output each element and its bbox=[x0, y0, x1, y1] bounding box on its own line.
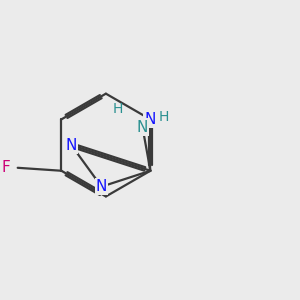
Text: F: F bbox=[2, 160, 10, 175]
Text: N: N bbox=[145, 112, 156, 127]
Text: N: N bbox=[137, 120, 148, 135]
Text: H: H bbox=[159, 110, 169, 124]
Text: H: H bbox=[112, 102, 123, 116]
Text: N: N bbox=[66, 138, 77, 153]
Text: N: N bbox=[96, 179, 107, 194]
